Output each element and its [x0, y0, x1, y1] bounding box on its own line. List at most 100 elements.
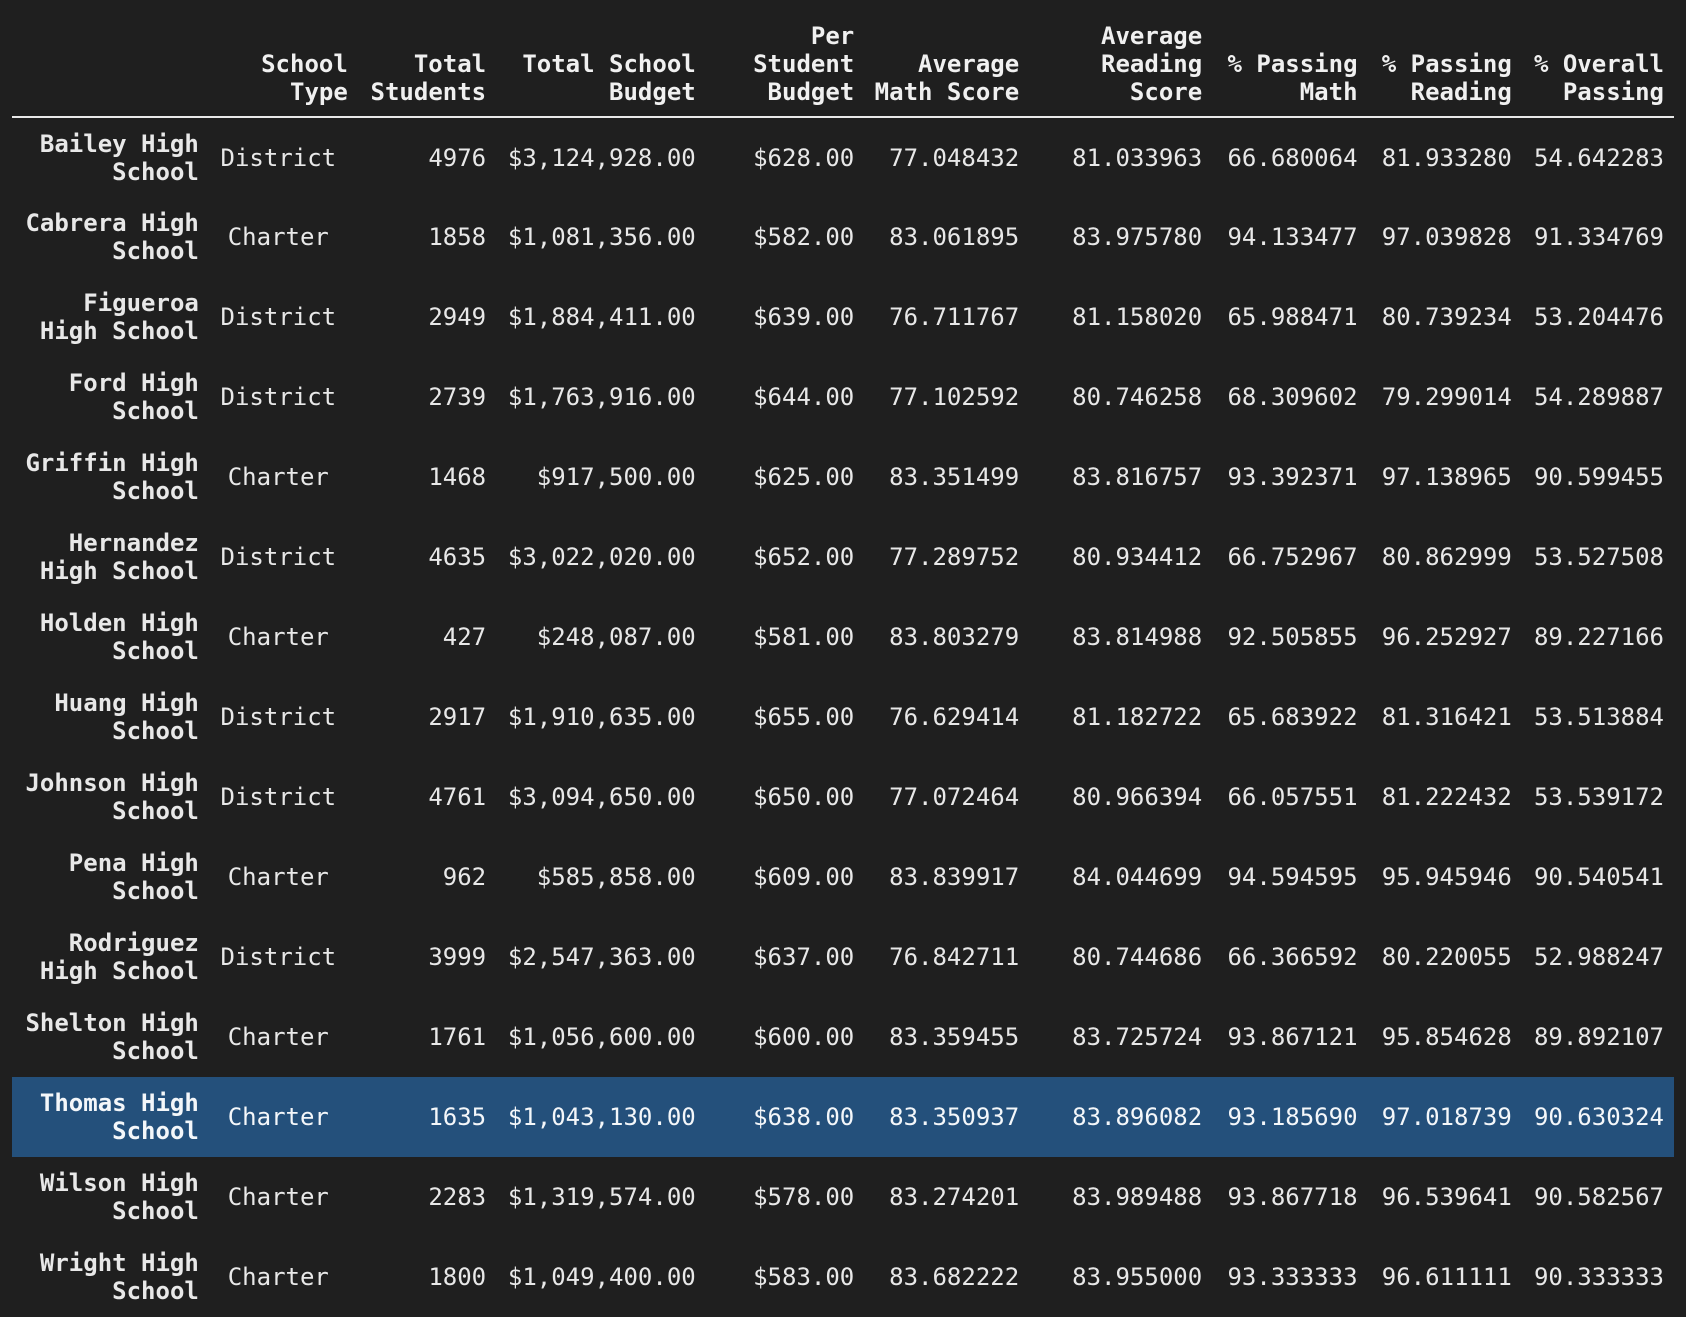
total-school-budget-cell: $1,319,574.00 [507, 1183, 696, 1211]
table-row[interactable]: Rodriguez High School District 3999 $2,547,… [12, 917, 1674, 997]
table-row[interactable]: Figueroa High School District 2949 $1,884,4… [12, 277, 1674, 357]
passing-reading-cell: 95.854628 [1381, 1023, 1512, 1051]
school-type-cell: District [220, 703, 337, 731]
school-type-cell: Charter [227, 863, 329, 891]
school-name-cell: Johnson High School [25, 769, 199, 825]
total-students-header: Total Students [357, 10, 497, 118]
table-row[interactable]: Ford High School District 2739 $1,763,916.0… [12, 357, 1674, 437]
table-row[interactable]: Cabrera High School Charter 1858 $1,081,356… [12, 197, 1674, 277]
average-math-score-cell: 83.359455 [889, 1023, 1020, 1051]
passing-math-cell: 65.683922 [1227, 703, 1358, 731]
passing-math-cell: 92.505855 [1227, 623, 1358, 651]
school-type-cell: District [220, 543, 337, 571]
average-reading-score-header: Average Reading Score [1029, 10, 1213, 118]
passing-math-cell: 66.366592 [1227, 943, 1358, 971]
total-school-budget-cell: $1,910,635.00 [507, 703, 696, 731]
total-school-budget-cell: $3,094,650.00 [507, 783, 696, 811]
overall-passing-cell: 90.540541 [1533, 863, 1664, 891]
school-name-cell: Bailey High School [39, 129, 199, 186]
passing-reading-cell: 81.222432 [1381, 783, 1512, 811]
average-math-score-cell: 77.289752 [889, 543, 1020, 571]
per-student-budget-cell: $582.00 [753, 223, 855, 251]
total-school-budget-cell: $1,043,130.00 [507, 1103, 696, 1131]
school-type-cell: District [220, 303, 337, 331]
total-students-cell: 2739 [428, 383, 487, 411]
school-type-cell: Charter [227, 1103, 329, 1131]
total-students-cell: 1858 [428, 223, 487, 251]
overall-passing-cell: 90.630324 [1533, 1103, 1664, 1131]
school-name-cell: Ford High School [68, 369, 199, 425]
average-reading-score-cell: 83.816757 [1072, 463, 1203, 491]
total-school-budget-cell: $1,056,600.00 [507, 1023, 696, 1051]
passing-math-cell: 65.988471 [1227, 303, 1358, 331]
table-row[interactable]: Johnson High School District 4761 $3,094,65… [12, 757, 1674, 837]
passing-math-cell: 93.867121 [1227, 1023, 1358, 1051]
average-math-score-header: Average Math Score [864, 10, 1030, 118]
passing-reading-cell: 79.299014 [1381, 383, 1512, 411]
per-student-budget-cell: $655.00 [753, 703, 855, 731]
average-math-score-cell: 83.682222 [889, 1263, 1020, 1291]
average-math-score-cell: 83.803279 [889, 623, 1020, 651]
passing-reading-cell: 80.220055 [1381, 943, 1512, 971]
average-reading-score-cell: 81.033963 [1072, 143, 1203, 172]
school-type-cell: Charter [227, 623, 329, 651]
school-name-cell: Shelton High School [25, 1009, 199, 1065]
total-students-cell: 4635 [428, 543, 487, 571]
school-type-cell: District [220, 783, 337, 811]
average-math-score-cell: 76.842711 [889, 943, 1020, 971]
table-row[interactable]: Griffin High School Charter 1468 $917,500.0… [12, 437, 1674, 517]
table-body: Bailey High School District 4976 $3,124,928… [12, 117, 1674, 1317]
school-summary-table: School Type Total Students Total School Bu… [12, 10, 1674, 1317]
overall-passing-cell: 89.227166 [1533, 623, 1664, 651]
table-row[interactable]: Wright High School Charter 1800 $1,049,400.… [12, 1237, 1674, 1317]
total-students-cell: 4761 [428, 783, 487, 811]
per-student-budget-cell: $638.00 [753, 1103, 855, 1131]
overall-passing-cell: 53.513884 [1533, 703, 1664, 731]
table-row[interactable]: Wilson High School Charter 2283 $1,319,574.… [12, 1157, 1674, 1237]
average-math-score-cell: 77.072464 [889, 783, 1020, 811]
average-math-score-cell: 83.839917 [889, 863, 1020, 891]
table-row[interactable]: Hernandez High School District 4635 $3,022,… [12, 517, 1674, 597]
average-math-score-cell: 83.350937 [889, 1103, 1020, 1131]
passing-math-header: % Passing Math [1212, 10, 1368, 118]
passing-reading-header: % Passing Reading [1367, 10, 1522, 118]
total-school-budget-header: Total School Budget [496, 10, 706, 118]
school-name-cell: Cabrera High School [25, 209, 199, 265]
table-row[interactable]: Holden High School Charter 427 $248,087.00 $… [12, 597, 1674, 677]
overall-passing-cell: 54.289887 [1533, 383, 1664, 411]
overall-passing-cell: 90.599455 [1533, 463, 1664, 491]
passing-reading-cell: 80.739234 [1381, 303, 1512, 331]
overall-passing-cell: 90.333333 [1533, 1263, 1664, 1291]
table-row[interactable]: Thomas High School Charter 1635 $1,043,130.… [12, 1077, 1674, 1157]
average-reading-score-cell: 80.966394 [1072, 783, 1203, 811]
table-row[interactable]: Bailey High School District 4976 $3,124,928… [12, 117, 1674, 197]
average-reading-score-cell: 80.934412 [1072, 543, 1203, 571]
total-students-cell: 2917 [428, 703, 487, 731]
average-math-score-cell: 76.711767 [889, 303, 1020, 331]
total-students-cell: 1800 [428, 1263, 487, 1291]
total-school-budget-cell: $585,858.00 [536, 863, 696, 891]
passing-math-cell: 66.057551 [1227, 783, 1358, 811]
passing-math-cell: 93.333333 [1227, 1263, 1358, 1291]
school-type-cell: Charter [227, 1263, 329, 1291]
school-type-cell: Charter [227, 223, 329, 251]
school-name-cell: Griffin High School [25, 449, 199, 505]
average-reading-score-cell: 83.955000 [1072, 1263, 1203, 1291]
table-row[interactable]: Shelton High School Charter 1761 $1,056,600… [12, 997, 1674, 1077]
overall-passing-cell: 53.527508 [1533, 543, 1664, 571]
average-reading-score-cell: 80.744686 [1072, 943, 1203, 971]
school-type-cell: District [220, 143, 337, 172]
total-students-cell: 1635 [428, 1103, 487, 1131]
table-row[interactable]: Pena High School Charter 962 $585,858.00 $60… [12, 837, 1674, 917]
per-student-budget-cell: $625.00 [753, 463, 855, 491]
passing-reading-cell: 97.138965 [1381, 463, 1512, 491]
table-row[interactable]: Huang High School District 2917 $1,910,635.… [12, 677, 1674, 757]
average-reading-score-cell: 83.896082 [1072, 1103, 1203, 1131]
overall-passing-cell: 54.642283 [1533, 143, 1664, 172]
passing-math-cell: 93.867718 [1227, 1183, 1358, 1211]
total-school-budget-cell: $1,884,411.00 [507, 303, 696, 331]
overall-passing-cell: 90.582567 [1533, 1183, 1664, 1211]
average-math-score-cell: 83.061895 [889, 223, 1020, 251]
school-type-cell: Charter [227, 463, 329, 491]
